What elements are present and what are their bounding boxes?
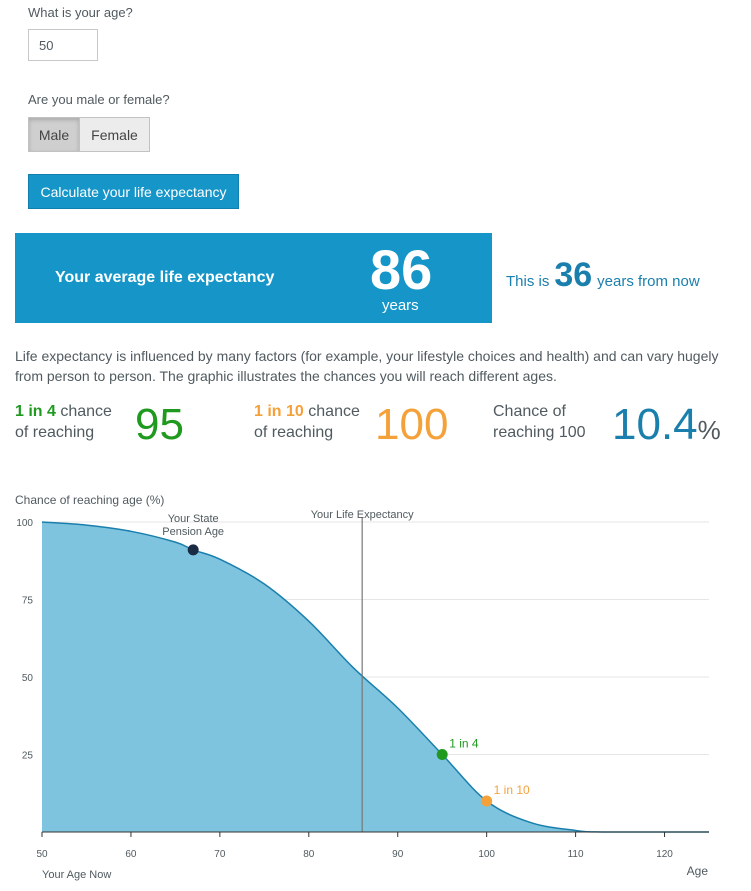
stat-text: Chance of: [493, 403, 566, 420]
y-tick-label: 50: [22, 673, 34, 684]
marker-point: [436, 749, 448, 760]
stat-text: chance: [60, 403, 112, 420]
stat-1-in-4: 1 in 4 chance of reaching: [15, 401, 112, 443]
result-label: Your average life expectancy: [55, 269, 275, 286]
stat-value-group: 10.4%: [612, 400, 721, 450]
survival-line: [41, 521, 709, 833]
marker-label: 1 in 10: [494, 783, 530, 797]
from-now-value: 36: [554, 256, 593, 294]
from-now-prefix: This is: [506, 273, 550, 290]
sex-toggle: Male Female: [28, 117, 150, 152]
age-question: What is your age?: [28, 5, 133, 20]
pension-age-label: Your State: [168, 513, 219, 525]
y-tick-label: 75: [22, 596, 34, 607]
x-tick-label: 60: [125, 849, 137, 860]
from-now-suffix: years from now: [597, 273, 700, 290]
calculate-button[interactable]: Calculate your life expectancy: [28, 174, 239, 209]
stat-value: 95: [135, 400, 184, 449]
x-tick-label: 80: [303, 849, 315, 860]
x-axis-title: Age: [687, 864, 709, 878]
male-button[interactable]: Male: [28, 117, 80, 152]
stat-odds: 1 in 10: [254, 403, 304, 420]
stat-unit: %: [697, 415, 721, 445]
marker-point: [481, 795, 493, 807]
sex-question: Are you male or female?: [28, 92, 170, 107]
x-tick-label: 110: [568, 849, 584, 860]
stat-value: 10.4: [612, 400, 698, 449]
survival-chart: 100 75 50 25 Your Life Expectancy 50 60 70 80 9…: [16, 509, 709, 881]
female-button[interactable]: Female: [80, 117, 150, 152]
marker-label: 1 in 4: [449, 737, 479, 751]
age-input[interactable]: [28, 29, 98, 61]
marker-point: [187, 544, 199, 556]
x-tick-label: 90: [392, 849, 404, 860]
y-tick-label: 25: [22, 751, 34, 762]
x-tick-label: 70: [214, 849, 226, 860]
stat-text: of reaching: [15, 424, 95, 441]
years-from-now: This is 36 years from now: [506, 256, 700, 295]
stat-odds: 1 in 4: [15, 403, 56, 420]
stat-text: chance: [308, 403, 360, 420]
chart-y-axis-title: Chance of reaching age (%): [15, 493, 165, 507]
stat-value: 100: [375, 400, 449, 449]
stat-1-in-10: 1 in 10 chance of reaching: [254, 401, 360, 443]
life-expectancy-result: Your average life expectancy 86 years: [15, 233, 492, 323]
description: Life expectancy is influenced by many fa…: [15, 348, 719, 384]
life-expectancy-label: Your Life Expectancy: [311, 509, 414, 521]
x-tick-label: 50: [36, 849, 48, 860]
result-value: 86: [370, 238, 433, 301]
age-now-label: Your Age Now: [42, 869, 111, 881]
stat-chance-100: Chance of reaching 100: [493, 401, 586, 443]
result-unit: years: [382, 297, 419, 314]
pension-age-label: Pension Age: [162, 526, 224, 538]
survival-area: [42, 522, 709, 832]
y-tick-label: 100: [16, 518, 33, 529]
x-tick-label: 120: [656, 849, 673, 860]
stat-text: of reaching: [254, 424, 334, 441]
x-tick-label: 100: [478, 849, 495, 860]
stat-text: reaching 100: [493, 424, 586, 441]
